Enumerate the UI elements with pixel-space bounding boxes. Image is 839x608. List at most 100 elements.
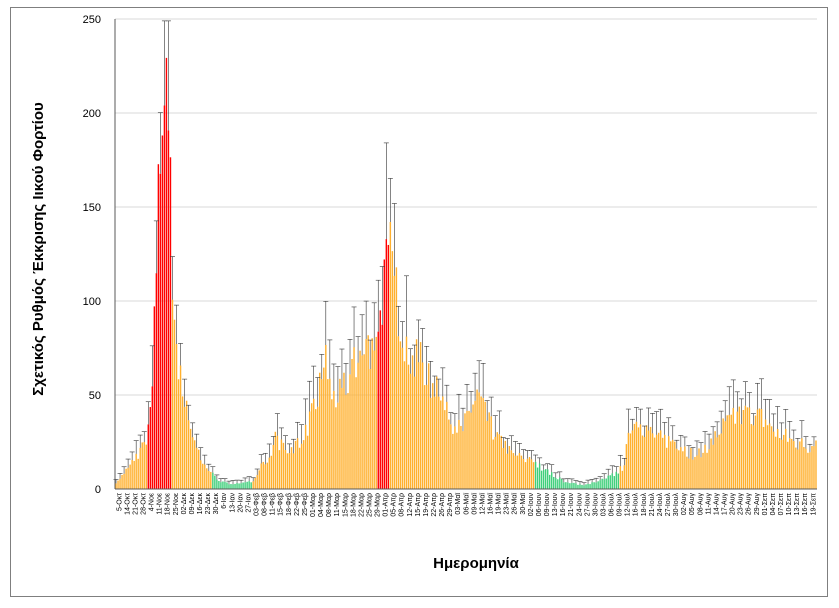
- bar: [220, 482, 222, 489]
- gridlines: [115, 18, 817, 396]
- bar: [403, 361, 406, 489]
- bar: [288, 453, 291, 489]
- bar: [210, 471, 212, 489]
- x-tick-label: 30-Ιουλ: [673, 493, 680, 517]
- bar: [331, 399, 333, 489]
- bar: [137, 458, 139, 489]
- bar: [643, 436, 646, 489]
- bar: [214, 475, 216, 489]
- bar: [440, 400, 442, 489]
- bar: [258, 470, 260, 489]
- bar: [770, 426, 773, 489]
- bar: [716, 437, 718, 489]
- bar: [230, 484, 232, 489]
- bar: [139, 447, 141, 489]
- x-tick-label: 15-Φεβ: [278, 493, 285, 516]
- bar: [813, 446, 815, 489]
- bar: [123, 473, 125, 489]
- bar: [302, 440, 305, 489]
- bar: [472, 404, 474, 489]
- bar: [698, 448, 700, 489]
- bar: [631, 430, 634, 489]
- bar: [774, 436, 777, 489]
- bar: [292, 453, 295, 489]
- x-tick-label: 23-Μαϊ: [504, 493, 511, 515]
- bar: [637, 427, 640, 489]
- bar: [163, 105, 166, 489]
- bar: [776, 428, 779, 489]
- x-tick-label: 4-Νοε: [149, 493, 156, 511]
- bar: [546, 469, 549, 489]
- x-tick-label: 09-Ιουν: [544, 493, 551, 517]
- x-tick-label: 11-Αυγ: [705, 493, 712, 515]
- x-tick-label: 04-Μαρ: [318, 493, 325, 517]
- x-tick-label: 22-Μαρ: [358, 493, 365, 517]
- bar: [575, 483, 577, 489]
- bar: [809, 452, 811, 489]
- bar: [708, 449, 710, 489]
- bar: [204, 464, 206, 489]
- bar: [494, 436, 496, 489]
- x-tick-label: 17-Αυγ: [722, 493, 729, 516]
- x-tick-label: 27-Ιουλ: [665, 493, 672, 517]
- bar: [744, 405, 747, 489]
- x-tick-label: 16-Μαϊ: [488, 493, 495, 515]
- x-tick-label: 15-Απρ: [415, 493, 422, 517]
- x-tick-label: 18-Μαρ: [350, 493, 357, 517]
- x-tick-label: 08-Φεβ: [262, 493, 269, 516]
- bar: [728, 414, 730, 489]
- bar: [766, 425, 769, 489]
- bar: [746, 407, 749, 489]
- bar: [706, 452, 708, 489]
- bar: [238, 483, 240, 489]
- bar: [355, 377, 357, 489]
- x-tick-label: 02-Δεκ: [181, 493, 188, 515]
- bar: [611, 473, 613, 489]
- bar: [117, 480, 119, 489]
- bar: [486, 420, 488, 489]
- bar: [641, 435, 644, 489]
- bar: [278, 450, 281, 489]
- bar: [672, 439, 674, 489]
- bar: [379, 310, 381, 489]
- bar: [353, 347, 355, 489]
- bar: [294, 440, 297, 489]
- bar: [248, 481, 250, 489]
- x-tick-label: 25-Νοε: [173, 493, 180, 515]
- x-tick-label: 21-Οκτ: [132, 493, 139, 515]
- bar: [282, 442, 285, 489]
- bar: [456, 432, 458, 489]
- x-tick-label: 15-Μαρ: [342, 493, 349, 517]
- bar: [405, 336, 408, 489]
- bar: [613, 476, 615, 489]
- bar: [789, 438, 791, 489]
- bar: [623, 465, 626, 489]
- bar: [270, 455, 273, 489]
- x-tick-label: 29-Αυγ: [754, 493, 761, 516]
- bar: [468, 410, 470, 489]
- bar: [212, 472, 214, 489]
- error-bars-group: [113, 20, 817, 486]
- bar: [603, 479, 605, 489]
- bar: [601, 478, 603, 489]
- bar: [157, 164, 160, 489]
- bar: [425, 384, 428, 489]
- bar: [417, 362, 420, 489]
- bar: [730, 414, 732, 489]
- bar: [327, 379, 329, 489]
- bar: [359, 350, 361, 489]
- bar: [484, 401, 486, 489]
- bar: [452, 433, 454, 489]
- bar: [361, 355, 363, 489]
- bar: [670, 441, 672, 489]
- bar: [534, 461, 537, 489]
- bar: [482, 398, 484, 489]
- bar: [579, 484, 581, 489]
- bar: [389, 222, 392, 489]
- bar: [768, 423, 771, 489]
- bar: [329, 378, 331, 489]
- bar: [280, 439, 283, 489]
- bar: [649, 426, 652, 489]
- bar: [315, 409, 317, 489]
- bar: [387, 244, 390, 489]
